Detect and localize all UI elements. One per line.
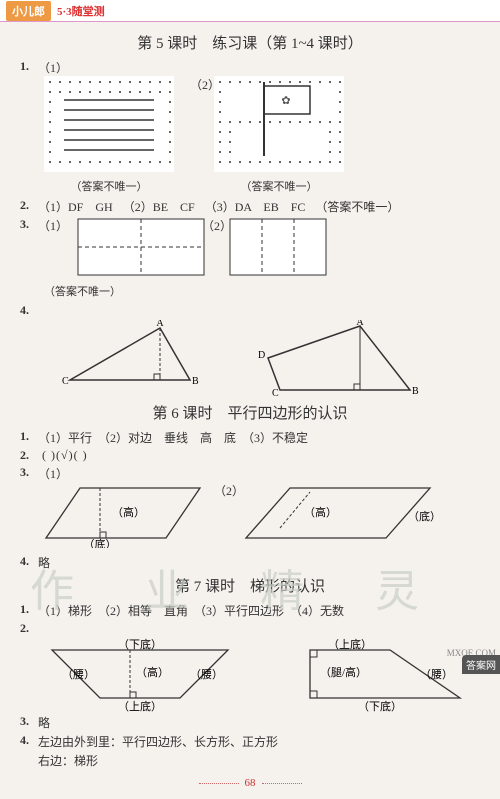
l5-q1-p1: （1） [38, 59, 68, 76]
l7-q2-figs: （下底） （腰） （高） （腰） （上底） （上底） （腿/高） （腰） （下底… [40, 638, 480, 712]
l5-q1-fig1-cap: （答案不唯一） [44, 178, 174, 194]
l7-q4-num: 4. [20, 733, 38, 748]
lesson7-title: 第 7 课时 梯形的认识 [20, 575, 480, 596]
l7-q1-num: 1. [20, 602, 38, 617]
page-number: 68 [20, 777, 480, 789]
l5-q2-num: 2. [20, 198, 38, 213]
l6-q3-num: 3. [20, 465, 38, 480]
l7-q3-num: 3. [20, 714, 38, 729]
l5-q1-fig2-cap: （答案不唯一） [214, 178, 344, 194]
l6-q4-text: 略 [38, 554, 50, 571]
svg-text:B: B [192, 376, 199, 387]
svg-text:（上底）: （上底） [118, 699, 162, 712]
series-label: 5·3随堂测 [57, 3, 105, 19]
svg-text:（上底）: （上底） [328, 638, 372, 651]
l6-q2-text: ( )(√)( ) [42, 448, 88, 463]
l6-q1-num: 1. [20, 429, 38, 444]
l7-q1: 1. （1）梯形 （2）相等 直角 （3）平行四边形 （4）无数 [20, 602, 480, 619]
l5-q2-b: （2）BE CF [123, 198, 195, 215]
l6-q1: 1. （1）平行 （2）对边 垂线 高 底 （3）不稳定 [20, 429, 480, 446]
svg-text:（高）: （高） [112, 505, 145, 519]
rect-dashed-cross-icon [76, 217, 206, 277]
svg-text:（高）: （高） [136, 665, 169, 679]
rect-dashed-verts-icon [228, 217, 328, 277]
l6-q3: 3. （1） [20, 465, 480, 482]
l7-q3-text: 略 [38, 714, 50, 731]
l6-q2-num: 2. [20, 448, 38, 463]
l5-q1-fig2: （2） ✿ [214, 76, 344, 194]
l7-q4-text: 左边由外到里：平行四边形、长方形、正方形 [38, 733, 278, 750]
svg-text:（下底）: （下底） [118, 638, 162, 651]
l5-q3-p1: （1） [38, 217, 68, 234]
l5-q1-figures: （答案不唯一） （2） [44, 76, 480, 194]
l5-q3-p2: （2） [202, 217, 232, 234]
parallelogram2-icon: （高） （底） [240, 482, 440, 548]
page-header: 小儿郎 5·3随堂测 [0, 0, 500, 22]
dotgrid-flag-icon: ✿ [214, 76, 344, 172]
l5-q4-num: 4. [20, 303, 38, 318]
l5-q1-head: 1. （1） [20, 59, 480, 76]
svg-text:A: A [156, 320, 164, 329]
l5-q4: 4. [20, 303, 480, 318]
l6-q3-p2: （2） [214, 482, 244, 499]
svg-text:D: D [258, 350, 265, 361]
l5-q1-num: 1. [20, 59, 38, 74]
l5-q2-c: （3）DA EB FC [205, 198, 306, 215]
svg-text:（腰）: （腰） [420, 668, 453, 681]
l6-q4: 4. 略 [20, 554, 480, 571]
l6-q4-num: 4. [20, 554, 38, 569]
svg-text:（下底）: （下底） [358, 699, 402, 712]
quad-height-icon: A B C D [250, 320, 420, 398]
svg-text:（腰）: （腰） [62, 668, 95, 681]
triangle-height-ext-icon: A B C [50, 320, 200, 390]
l5-q2: 2. （1）DF GH （2）BE CF （3）DA EB FC （答案不唯一） [20, 198, 480, 215]
svg-text:（腰）: （腰） [190, 668, 223, 681]
parallelogram1-icon: （高） （底） [40, 482, 210, 548]
l6-q3-p1: （1） [38, 465, 68, 482]
svg-text:（腿/高）: （腿/高） [320, 665, 367, 679]
lesson5-title: 第 5 课时 练习课（第 1~4 课时） [20, 32, 480, 53]
l7-q2-num: 2. [20, 621, 38, 636]
l7-q2: 2. [20, 621, 480, 636]
l6-q3-figs: （高） （底） （2） （高） （底） [40, 482, 480, 552]
l7-q1-text: （1）梯形 （2）相等 直角 （3）平行四边形 （4）无数 [38, 602, 344, 619]
svg-text:（底）: （底） [84, 537, 117, 548]
l5-q1-p2: （2） [190, 76, 220, 93]
l6-q1-text: （1）平行 （2）对边 垂线 高 底 （3）不稳定 [38, 429, 308, 446]
svg-text:（底）: （底） [408, 509, 440, 523]
l5-q3-cap: （答案不唯一） [44, 283, 480, 299]
svg-text:（高）: （高） [304, 505, 337, 519]
page-content: 第 5 课时 练习课（第 1~4 课时） 1. （1） [0, 22, 500, 799]
source-badge: 答案网 [462, 655, 500, 674]
l5-q2-a: （1）DF GH [38, 198, 113, 215]
trapezoid2-icon: （上底） （腿/高） （腰） （下底） [270, 638, 470, 712]
trapezoid1-icon: （下底） （腰） （高） （腰） （上底） [40, 638, 240, 712]
lesson6-title: 第 6 课时 平行四边形的认识 [20, 402, 480, 423]
svg-text:✿: ✿ [281, 95, 290, 107]
l5-q3: 3. （1） （2） [20, 217, 480, 281]
l7-q3: 3. 略 [20, 714, 480, 731]
dotgrid-horiz-icon [44, 76, 174, 172]
l5-q4-figs: A B C A B C D [50, 320, 480, 398]
l5-q1-fig1: （答案不唯一） [44, 76, 174, 194]
brand-logo: 小儿郎 [6, 1, 51, 21]
l6-q2: 2. ( )(√)( ) [20, 448, 480, 463]
svg-text:C: C [272, 388, 279, 398]
l7-q4-text2: 右边：梯形 [38, 752, 98, 769]
svg-text:B: B [412, 386, 419, 397]
l5-q3-num: 3. [20, 217, 38, 232]
svg-text:C: C [62, 376, 69, 387]
svg-text:A: A [356, 320, 364, 328]
l7-q4: 4. 左边由外到里：平行四边形、长方形、正方形 [20, 733, 480, 750]
l5-q2-note: （答案不唯一） [315, 198, 399, 215]
l7-q4b: 右边：梯形 [38, 752, 480, 769]
